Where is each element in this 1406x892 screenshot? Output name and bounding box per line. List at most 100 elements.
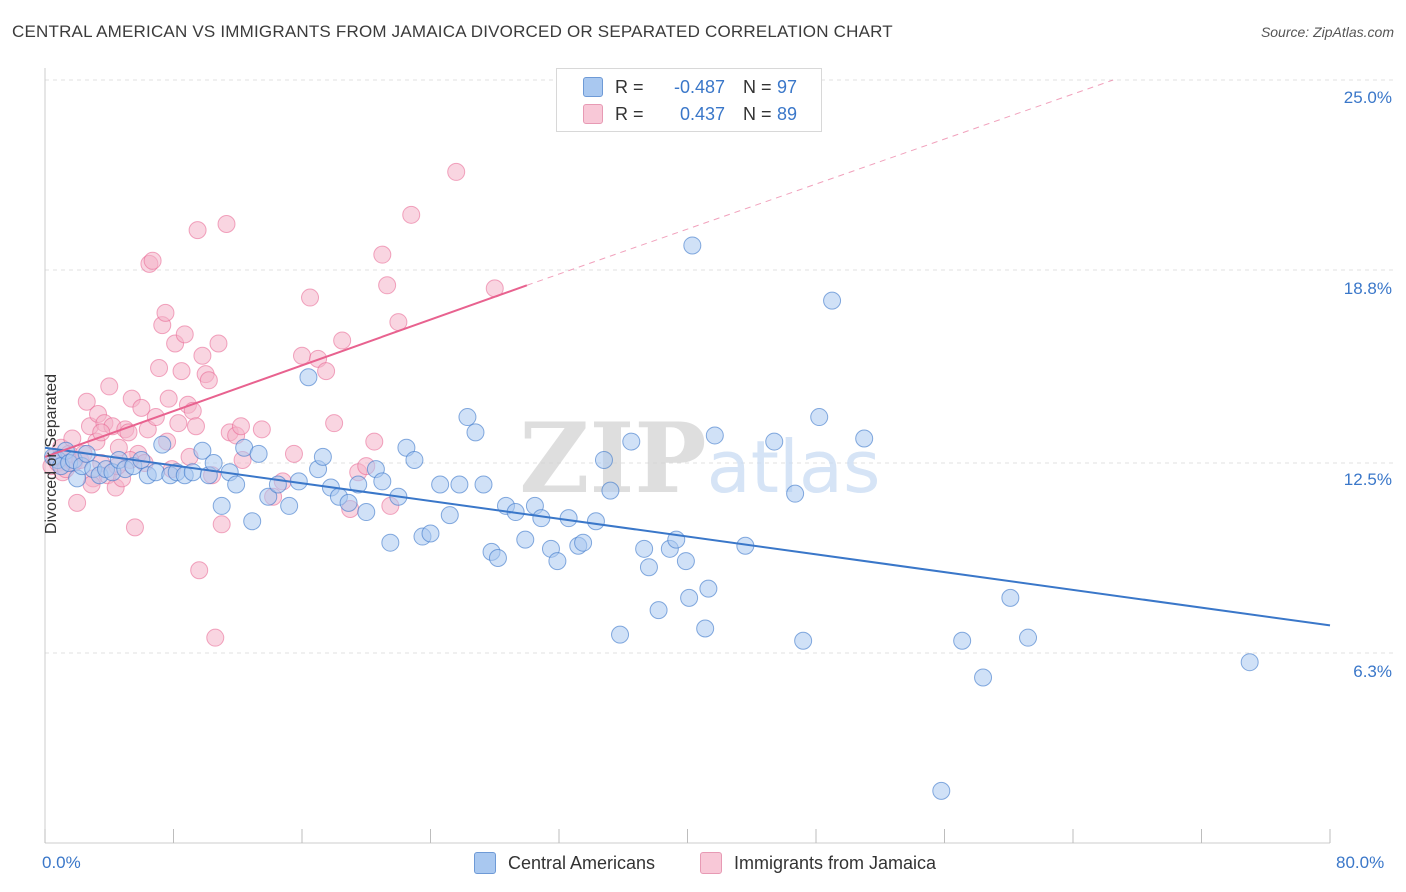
jamaica-point — [169, 414, 188, 433]
jamaica-point — [172, 362, 191, 381]
central-american-point — [431, 475, 450, 494]
legend-row-central-americans: R = -0.487 N = 97 — [557, 74, 797, 100]
central-american-point — [249, 444, 268, 463]
grid-lines — [45, 79, 1395, 654]
central-american-point — [676, 552, 695, 571]
central-american-point — [586, 512, 605, 531]
central-american-point — [299, 368, 318, 387]
series-central-american-points — [44, 236, 1259, 800]
blue-swatch-icon — [583, 77, 603, 97]
legend-n-label: N = — [743, 103, 772, 124]
legend-r-label: R = — [615, 76, 644, 97]
central-american-point — [405, 450, 424, 469]
central-american-point — [794, 631, 813, 650]
jamaica-point — [447, 162, 466, 181]
chart-title: CENTRAL AMERICAN VS IMMIGRANTS FROM JAMA… — [12, 22, 893, 41]
jamaica-point — [100, 377, 119, 396]
central-american-point — [183, 463, 202, 482]
jamaica-point — [68, 493, 87, 512]
jamaica-point — [206, 628, 225, 647]
legend-label: Central Americans — [508, 852, 656, 873]
central-american-point — [705, 426, 724, 445]
central-american-point — [855, 429, 874, 448]
central-american-point — [635, 539, 654, 558]
jamaica-point — [373, 245, 392, 264]
central-american-point — [488, 549, 507, 568]
central-american-point — [611, 625, 630, 644]
jamaica-point — [365, 432, 384, 451]
jamaica-point — [193, 346, 212, 365]
central-american-point — [204, 454, 223, 473]
central-american-point — [440, 506, 459, 525]
central-american-point — [349, 475, 368, 494]
central-american-point — [699, 579, 718, 598]
jamaica-point — [212, 515, 231, 534]
jamaica-point — [190, 561, 209, 580]
central-american-point — [243, 512, 262, 531]
pink-swatch-icon — [583, 104, 603, 124]
central-american-point — [357, 503, 376, 522]
jamaica-trend-line — [44, 284, 528, 458]
central-american-point — [622, 432, 641, 451]
central-american-point — [1001, 588, 1020, 607]
central-american-point — [823, 291, 842, 310]
central-american-point — [932, 781, 951, 800]
legend-r-label: R = — [615, 103, 644, 124]
central-american-point — [227, 475, 246, 494]
jamaica-point — [92, 423, 111, 442]
jamaica-point — [231, 417, 250, 436]
y-tick-label-12-5: 12.5% — [1343, 470, 1392, 489]
central-american-point — [153, 435, 172, 454]
central-american-point — [373, 472, 392, 491]
legend-n-value: 97 — [777, 76, 798, 97]
jamaica-point — [402, 205, 421, 224]
legend-r-value: -0.487 — [673, 76, 725, 97]
central-american-point — [474, 475, 493, 494]
trend-lines — [44, 79, 1331, 627]
y-tick-label-18-8: 18.8% — [1343, 279, 1392, 298]
jamaica-point — [301, 288, 320, 307]
central-american-point — [574, 533, 593, 552]
central-american-point — [594, 450, 613, 469]
jamaica-point — [293, 346, 311, 365]
central-american-point — [974, 668, 993, 687]
bottom-legend-jamaica: Immigrants from Jamaica — [700, 852, 936, 874]
jamaica-point — [188, 221, 207, 240]
central-american-point — [696, 619, 715, 638]
jamaica-point — [209, 334, 228, 353]
legend-n-value: 89 — [777, 103, 798, 124]
central-american-point — [516, 530, 535, 549]
bottom-legend-central-americans: Central Americans — [474, 852, 655, 874]
y-axis-label: Divorced or Separated — [43, 373, 60, 535]
central-american-point — [1240, 653, 1259, 672]
central-american-point — [680, 588, 699, 607]
x-tick-label-max: 80.0% — [1336, 853, 1385, 872]
jamaica-point — [317, 362, 336, 381]
central-american-point — [649, 601, 668, 620]
jamaica-point — [217, 215, 236, 234]
jamaica-point — [199, 371, 218, 390]
jamaica-trend-extension — [526, 79, 1114, 286]
x-tick-label-min: 0.0% — [42, 853, 81, 872]
central-american-point — [339, 493, 358, 512]
blue-swatch-icon — [474, 852, 496, 874]
jamaica-point — [77, 392, 96, 411]
central-american-point — [1019, 628, 1038, 647]
jamaica-point — [156, 303, 175, 322]
jamaica-point — [325, 414, 344, 433]
central-american-point — [466, 423, 485, 442]
central-american-point — [212, 496, 231, 515]
legend-r-value: 0.437 — [679, 103, 725, 124]
stats-legend: R = -0.487 N = 97 R = 0.437 N = 89 — [556, 68, 822, 132]
central-american-point — [683, 236, 702, 255]
central-american-trend-line — [44, 446, 1331, 627]
series-jamaica-points — [42, 162, 504, 647]
legend-row-jamaica: R = 0.437 N = 89 — [557, 101, 797, 127]
jamaica-point — [159, 389, 178, 408]
y-tick-label-6-3: 6.3% — [1353, 662, 1392, 681]
central-american-point — [559, 509, 578, 528]
jamaica-point — [186, 417, 205, 436]
pink-swatch-icon — [700, 852, 722, 874]
central-american-point — [548, 552, 567, 571]
